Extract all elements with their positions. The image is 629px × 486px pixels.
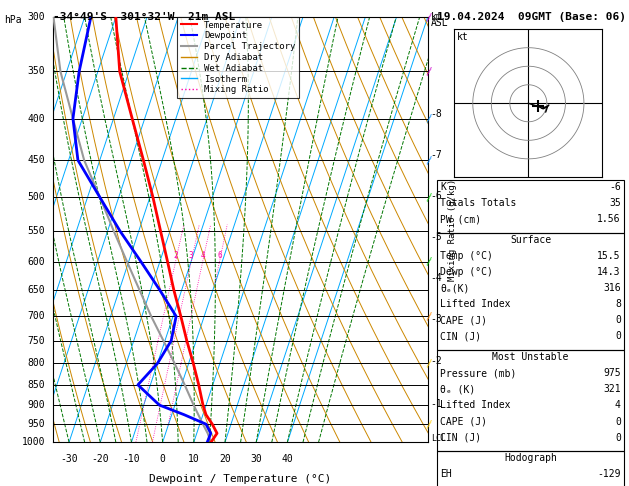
Text: -3: -3 bbox=[431, 314, 442, 324]
Text: PW (cm): PW (cm) bbox=[440, 214, 481, 225]
Text: -6: -6 bbox=[609, 182, 621, 192]
Text: -2: -2 bbox=[431, 356, 442, 366]
Text: Dewp (°C): Dewp (°C) bbox=[440, 267, 493, 278]
Text: Surface: Surface bbox=[510, 235, 551, 245]
Text: LCL: LCL bbox=[431, 434, 446, 443]
Text: θₑ (K): θₑ (K) bbox=[440, 384, 476, 395]
Text: 321: 321 bbox=[603, 384, 621, 395]
Text: -129: -129 bbox=[598, 469, 621, 480]
Text: Pressure (mb): Pressure (mb) bbox=[440, 368, 516, 379]
Text: 30: 30 bbox=[250, 454, 262, 464]
Text: Lifted Index: Lifted Index bbox=[440, 400, 511, 411]
Text: 8: 8 bbox=[615, 299, 621, 310]
Text: 4: 4 bbox=[615, 400, 621, 411]
Text: 20: 20 bbox=[219, 454, 231, 464]
Text: \: \ bbox=[423, 419, 433, 429]
Text: 950: 950 bbox=[28, 419, 45, 429]
Text: 19.04.2024  09GMT (Base: 06): 19.04.2024 09GMT (Base: 06) bbox=[437, 12, 626, 22]
Text: K: K bbox=[440, 182, 446, 192]
Text: 10: 10 bbox=[188, 454, 199, 464]
Text: -7: -7 bbox=[431, 150, 442, 160]
Text: 300: 300 bbox=[28, 12, 45, 22]
Text: Lifted Index: Lifted Index bbox=[440, 299, 511, 310]
Text: 1000: 1000 bbox=[22, 437, 45, 447]
Text: -10: -10 bbox=[123, 454, 140, 464]
Text: \: \ bbox=[423, 359, 433, 368]
Text: hPa: hPa bbox=[4, 15, 21, 25]
Text: 0: 0 bbox=[615, 417, 621, 427]
Text: 15.5: 15.5 bbox=[598, 251, 621, 261]
Text: 900: 900 bbox=[28, 400, 45, 410]
Text: CAPE (J): CAPE (J) bbox=[440, 315, 487, 326]
Text: -20: -20 bbox=[91, 454, 109, 464]
Text: km: km bbox=[431, 12, 443, 22]
Text: Mixing Ratio (g/kg): Mixing Ratio (g/kg) bbox=[448, 178, 457, 281]
Text: \: \ bbox=[423, 156, 433, 165]
Text: CIN (J): CIN (J) bbox=[440, 331, 481, 342]
Text: 0: 0 bbox=[615, 331, 621, 342]
Text: \: \ bbox=[423, 67, 433, 76]
Text: CIN (J): CIN (J) bbox=[440, 433, 481, 443]
Text: 550: 550 bbox=[28, 226, 45, 236]
Text: 650: 650 bbox=[28, 285, 45, 295]
Text: 2: 2 bbox=[173, 251, 178, 260]
Text: -5: -5 bbox=[431, 232, 442, 242]
Text: 4: 4 bbox=[200, 251, 205, 260]
Text: -30: -30 bbox=[60, 454, 78, 464]
Text: 800: 800 bbox=[28, 359, 45, 368]
Text: \: \ bbox=[423, 12, 433, 22]
Text: -34°49'S  301°32'W  21m ASL: -34°49'S 301°32'W 21m ASL bbox=[53, 12, 236, 22]
Text: 400: 400 bbox=[28, 114, 45, 123]
Text: 35: 35 bbox=[609, 198, 621, 208]
Text: 500: 500 bbox=[28, 192, 45, 203]
Text: EH: EH bbox=[440, 469, 452, 480]
Text: -6: -6 bbox=[431, 191, 442, 201]
Text: 40: 40 bbox=[282, 454, 293, 464]
Text: CAPE (J): CAPE (J) bbox=[440, 417, 487, 427]
Text: \: \ bbox=[423, 192, 433, 202]
Text: 600: 600 bbox=[28, 257, 45, 267]
Text: 750: 750 bbox=[28, 336, 45, 346]
Text: 14.3: 14.3 bbox=[598, 267, 621, 278]
Text: 6: 6 bbox=[217, 251, 222, 260]
Text: 0: 0 bbox=[615, 433, 621, 443]
Text: 450: 450 bbox=[28, 155, 45, 165]
Text: kt: kt bbox=[457, 32, 469, 42]
Text: -4: -4 bbox=[431, 273, 442, 283]
Text: ASL: ASL bbox=[431, 18, 448, 29]
Text: -8: -8 bbox=[431, 109, 442, 119]
Text: 1.56: 1.56 bbox=[598, 214, 621, 225]
Text: -1: -1 bbox=[431, 399, 442, 409]
Text: 975: 975 bbox=[603, 368, 621, 379]
Text: 316: 316 bbox=[603, 283, 621, 294]
Text: Hodograph: Hodograph bbox=[504, 453, 557, 464]
Text: θₑ(K): θₑ(K) bbox=[440, 283, 470, 294]
Text: 3: 3 bbox=[189, 251, 194, 260]
Text: 0: 0 bbox=[160, 454, 165, 464]
Text: Totals Totals: Totals Totals bbox=[440, 198, 516, 208]
Text: 700: 700 bbox=[28, 311, 45, 321]
Text: Temp (°C): Temp (°C) bbox=[440, 251, 493, 261]
Text: 350: 350 bbox=[28, 67, 45, 76]
Text: Most Unstable: Most Unstable bbox=[493, 352, 569, 363]
Legend: Temperature, Dewpoint, Parcel Trajectory, Dry Adiabat, Wet Adiabat, Isotherm, Mi: Temperature, Dewpoint, Parcel Trajectory… bbox=[177, 17, 299, 98]
Text: \: \ bbox=[423, 257, 433, 267]
Text: 850: 850 bbox=[28, 380, 45, 390]
Text: \: \ bbox=[423, 312, 433, 321]
Text: Dewpoint / Temperature (°C): Dewpoint / Temperature (°C) bbox=[150, 474, 331, 484]
Text: \: \ bbox=[423, 114, 433, 123]
Text: 0: 0 bbox=[615, 315, 621, 326]
